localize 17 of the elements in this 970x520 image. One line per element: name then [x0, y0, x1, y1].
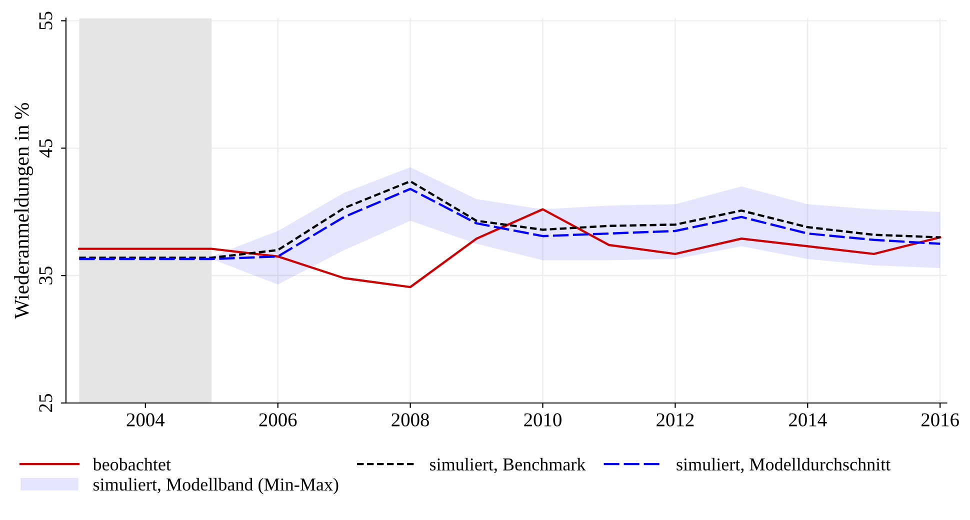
text: simuliert, Modellband (Min-Max) [94, 478, 338, 494]
x-tick-label: 2014 [789, 413, 827, 426]
x-tick-label: 2012 [656, 413, 694, 426]
legend-label: simuliert, Benchmark [430, 458, 586, 474]
legend-label: beobachtet [92, 458, 171, 471]
x-tick-label: 2006 [259, 413, 297, 426]
y-axis-title: Wiederanmeldungen in % [14, 102, 34, 319]
y-tick-label: 35 [39, 266, 52, 284]
x-tick-label: 2008 [392, 413, 430, 426]
x-tick-label: 2004 [126, 413, 165, 426]
x-tick-label: 2010 [524, 413, 562, 426]
legend-label: simuliert, Modelldurchschnitt [676, 458, 891, 474]
y-tick-label: 45 [39, 139, 52, 158]
y-tick-label: 55 [39, 12, 52, 30]
line-series [78, 208, 942, 288]
y-tick-label: 25 [39, 394, 52, 412]
x-tick-label: 2016 [922, 413, 959, 426]
